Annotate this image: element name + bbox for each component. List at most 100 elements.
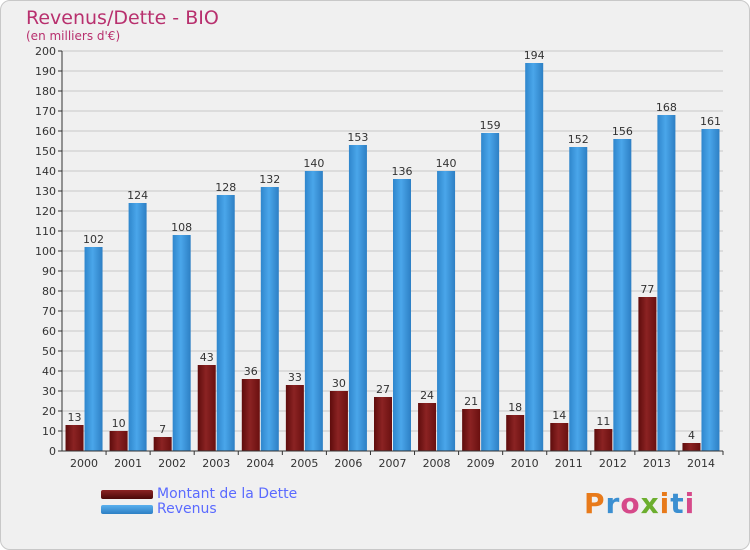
- legend-swatch-revenus: [101, 505, 153, 514]
- y-tick-label-40: 40: [42, 365, 56, 378]
- x-tick-label-2000: 2000: [70, 457, 98, 470]
- bar-debt-2000: [65, 425, 84, 451]
- y-tick-label-130: 130: [35, 185, 56, 198]
- bar-revenus-2002: [172, 235, 191, 451]
- x-tick-label-2006: 2006: [334, 457, 362, 470]
- y-tick-label-190: 190: [35, 65, 56, 78]
- y-tick-label-60: 60: [42, 325, 56, 338]
- y-tick-label-80: 80: [42, 285, 56, 298]
- bar-debt-2003: [197, 365, 216, 451]
- y-tick-label-200: 200: [35, 45, 56, 58]
- y-tick-label-20: 20: [42, 405, 56, 418]
- bar-debt-2008: [418, 403, 437, 451]
- bar-debt-2002: [153, 437, 172, 451]
- logo-letter: r: [605, 487, 621, 520]
- bar-revenus-2000: [84, 247, 103, 451]
- data-label-revenus-2000: 102: [83, 233, 104, 246]
- data-label-debt-2014: 4: [688, 429, 695, 442]
- bar-revenus-2004: [260, 187, 279, 451]
- bar-revenus-2012: [613, 139, 632, 451]
- data-label-debt-2010: 18: [508, 401, 522, 414]
- logo-letter: o: [620, 487, 641, 520]
- y-tick-label-50: 50: [42, 345, 56, 358]
- data-label-revenus-2007: 136: [392, 165, 413, 178]
- x-tick-label-2008: 2008: [423, 457, 451, 470]
- bar-revenus-2006: [348, 145, 367, 451]
- data-label-revenus-2011: 152: [568, 133, 589, 146]
- y-tick-label-10: 10: [42, 425, 56, 438]
- bar-revenus-2010: [525, 63, 544, 451]
- x-tick-label-2003: 2003: [202, 457, 230, 470]
- data-label-revenus-2002: 108: [171, 221, 192, 234]
- bar-debt-2006: [329, 391, 348, 451]
- data-label-debt-2004: 36: [244, 365, 258, 378]
- bar-debt-2009: [462, 409, 481, 451]
- bar-revenus-2013: [657, 115, 676, 451]
- logo-letter: i: [659, 487, 671, 520]
- bar-revenus-2005: [304, 171, 323, 451]
- data-label-revenus-2001: 124: [127, 189, 148, 202]
- bar-revenus-2003: [216, 195, 235, 451]
- y-tick-label-0: 0: [49, 445, 56, 458]
- bar-debt-2011: [550, 423, 569, 451]
- x-tick-label-2002: 2002: [158, 457, 186, 470]
- x-tick-label-2007: 2007: [379, 457, 407, 470]
- bar-debt-2012: [594, 429, 613, 451]
- y-tick-label-170: 170: [35, 105, 56, 118]
- proxiti-logo: Proxiti: [584, 487, 695, 520]
- data-label-debt-2009: 21: [464, 395, 478, 408]
- x-tick-label-2012: 2012: [599, 457, 627, 470]
- x-tick-label-2010: 2010: [511, 457, 539, 470]
- y-tick-label-110: 110: [35, 225, 56, 238]
- data-label-debt-2007: 27: [376, 383, 390, 396]
- x-tick-label-2001: 2001: [114, 457, 142, 470]
- y-tick-label-120: 120: [35, 205, 56, 218]
- y-tick-label-30: 30: [42, 385, 56, 398]
- data-label-debt-2008: 24: [420, 389, 434, 402]
- data-label-revenus-2003: 128: [215, 181, 236, 194]
- bar-revenus-2007: [393, 179, 411, 451]
- logo-letter: t: [670, 487, 685, 520]
- bar-revenus-2001: [128, 203, 147, 451]
- bar-debt-2004: [241, 379, 260, 451]
- x-tick-label-2005: 2005: [290, 457, 318, 470]
- bar-revenus-2014: [701, 129, 720, 451]
- data-label-revenus-2006: 153: [347, 131, 368, 144]
- bar-revenus-2011: [569, 147, 588, 451]
- data-label-debt-2003: 43: [200, 351, 214, 364]
- logo-letter: i: [684, 487, 696, 520]
- legend-swatch-debt: [101, 490, 153, 499]
- data-label-revenus-2009: 159: [480, 119, 501, 132]
- x-tick-label-2009: 2009: [467, 457, 495, 470]
- y-tick-label-140: 140: [35, 165, 56, 178]
- chart-title: Revenus/Dette - BIO: [26, 7, 219, 29]
- x-tick-label-2013: 2013: [643, 457, 671, 470]
- data-label-revenus-2014: 161: [700, 115, 721, 128]
- data-label-revenus-2010: 194: [524, 49, 545, 62]
- chart-subtitle: (en milliers d'€): [26, 29, 121, 43]
- data-label-debt-2011: 14: [552, 409, 566, 422]
- data-label-debt-2013: 77: [640, 283, 654, 296]
- x-tick-label-2014: 2014: [687, 457, 715, 470]
- logo-letter: P: [584, 487, 606, 520]
- bar-revenus-2008: [437, 171, 456, 451]
- data-label-debt-2006: 30: [332, 377, 346, 390]
- logo-letter: x: [640, 487, 660, 520]
- data-label-revenus-2004: 132: [259, 173, 280, 186]
- data-label-debt-2000: 13: [68, 411, 82, 424]
- data-label-debt-2012: 11: [596, 415, 610, 428]
- data-label-revenus-2012: 156: [612, 125, 633, 138]
- data-label-revenus-2005: 140: [303, 157, 324, 170]
- y-tick-label-90: 90: [42, 265, 56, 278]
- y-tick-label-180: 180: [35, 85, 56, 98]
- y-tick-label-160: 160: [35, 125, 56, 138]
- data-label-revenus-2008: 140: [436, 157, 457, 170]
- y-tick-label-150: 150: [35, 145, 56, 158]
- bar-debt-2010: [506, 415, 525, 451]
- bar-debt-2005: [285, 385, 304, 451]
- data-label-debt-2002: 7: [159, 423, 166, 436]
- y-tick-label-70: 70: [42, 305, 56, 318]
- legend-label-revenus: Revenus: [157, 501, 217, 517]
